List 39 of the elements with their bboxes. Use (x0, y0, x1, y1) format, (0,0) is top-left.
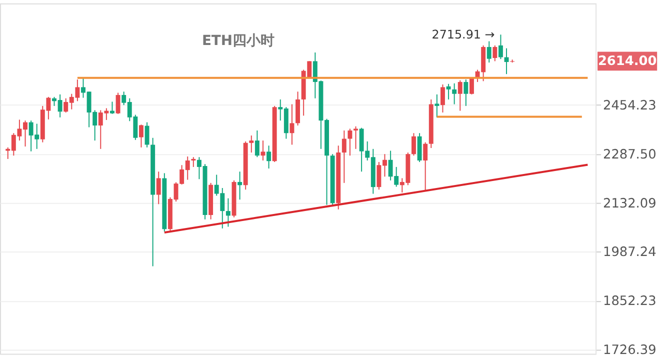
candlestick (486, 40, 492, 64)
candlestick (296, 91, 300, 126)
candlestick (452, 82, 457, 105)
candlestick (260, 140, 266, 161)
candlestick (354, 126, 358, 150)
candlestick (290, 104, 294, 146)
candlestick (492, 44, 498, 62)
ref-line-label: 2614.00 (598, 54, 657, 70)
candlestick (348, 128, 352, 156)
candlestick (266, 145, 272, 170)
candlestick (434, 94, 440, 118)
candlestick (464, 79, 468, 106)
candlestick (504, 48, 509, 75)
text: ETH四小时 (202, 33, 274, 50)
candlestick (138, 124, 144, 148)
candlestick (254, 130, 260, 158)
y-tick-label: 2287.50 (602, 147, 656, 162)
y-tick-label: 1987.24 (602, 245, 656, 260)
candlestick (110, 101, 114, 114)
candlestick (458, 80, 462, 112)
candlestick (226, 198, 230, 228)
candlestick (144, 122, 150, 148)
annotation: 2715.91 → (432, 28, 495, 42)
candlestick (469, 77, 474, 95)
candlestick (249, 134, 254, 154)
candlestick (191, 156, 196, 168)
candlestick (412, 132, 416, 156)
y-tick-label: 2454.23 (602, 98, 656, 114)
y-tick-label: 1726.39 (602, 342, 656, 357)
y-tick-label: 1852.23 (602, 294, 656, 310)
candlestick (423, 142, 428, 191)
candlestick (342, 130, 346, 184)
candlestick (156, 171, 161, 205)
candlestick (440, 84, 445, 113)
candlestick (238, 171, 242, 200)
candlestick (498, 34, 503, 60)
y-tick-label: 2132.09 (602, 196, 656, 212)
candlestick (446, 83, 451, 100)
candlestick (116, 92, 120, 114)
